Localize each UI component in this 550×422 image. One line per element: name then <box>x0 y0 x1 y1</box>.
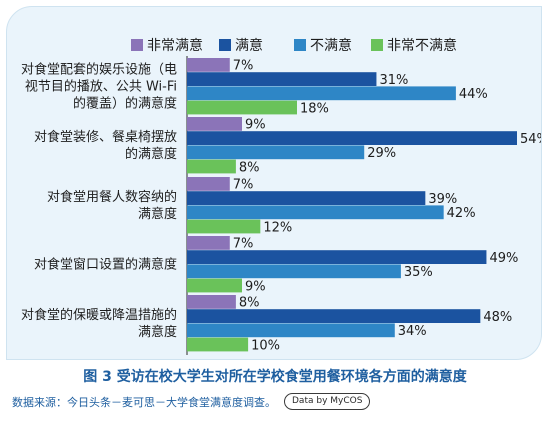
value-label-1-2: 31% <box>379 73 408 88</box>
bar-5-1 <box>187 295 236 309</box>
value-label-2-3: 29% <box>367 146 396 161</box>
bar-4-4 <box>187 278 242 293</box>
bar-2-1 <box>187 117 242 131</box>
value-label-5-2: 48% <box>483 310 512 325</box>
category-label-5-line-2: 满意度 <box>138 324 177 340</box>
value-label-3-1: 7% <box>233 178 254 193</box>
bar-3-1 <box>187 177 230 191</box>
figure-caption: 图 3 受访在校大学生对所在学校食堂用餐环境各方面的满意度 <box>83 369 467 385</box>
value-label-2-2: 54% <box>520 132 541 147</box>
bar-1-1 <box>187 58 230 72</box>
value-label-4-3: 35% <box>404 265 433 280</box>
value-label-3-2: 39% <box>428 192 457 207</box>
legend-swatch-1 <box>131 39 143 51</box>
legend-swatch-4 <box>371 39 383 51</box>
legend-swatch-3 <box>294 39 306 51</box>
value-label-4-2: 49% <box>489 251 518 266</box>
legend-label-1: 非常满意 <box>147 37 203 54</box>
bar-1-2 <box>187 72 377 86</box>
category-label-5-line-1: 对食堂的保暖或降温措施的 <box>21 307 177 323</box>
bar-3-2 <box>187 191 426 205</box>
bar-2-4 <box>187 159 236 174</box>
category-label-2-line-2: 的满意度 <box>125 146 177 162</box>
value-label-5-4: 10% <box>251 338 280 353</box>
bar-5-4 <box>187 337 249 352</box>
value-label-2-1: 9% <box>245 118 266 133</box>
source-note: 数据来源：今日头条－麦可思－大学食堂满意度调查。 <box>12 395 276 409</box>
legend-label-2: 满意 <box>235 37 263 54</box>
category-label-3-line-2: 满意度 <box>138 206 177 222</box>
value-label-4-4: 9% <box>245 279 266 294</box>
value-label-1-4: 18% <box>300 101 329 116</box>
legend-swatch-2 <box>219 39 231 51</box>
data-by-mycos-badge: Data by MyCOS <box>284 393 371 410</box>
value-label-4-1: 7% <box>233 237 254 252</box>
source-row: 数据来源：今日头条－麦可思－大学食堂满意度调查。 Data by MyCOS <box>12 393 371 410</box>
value-label-1-3: 44% <box>459 87 488 102</box>
bar-3-3 <box>187 205 444 220</box>
value-label-5-1: 8% <box>239 296 260 311</box>
bar-4-1 <box>187 236 230 250</box>
bar-5-2 <box>187 309 481 323</box>
bar-4-2 <box>187 250 487 264</box>
value-label-2-4: 8% <box>239 160 260 175</box>
category-label-2-line-1: 对食堂装修、餐桌椅摆放 <box>34 129 177 145</box>
category-label-4-line-1: 对食堂窗口设置的满意度 <box>34 256 177 272</box>
category-label-1-line-3: 的覆盖）的满意度 <box>73 95 177 111</box>
value-label-3-4: 12% <box>263 220 292 235</box>
category-label-1-line-1: 对食堂配套的娱乐设施（电 <box>21 61 177 77</box>
bar-3-4 <box>187 219 261 234</box>
bar-1-3 <box>187 86 456 101</box>
bar-2-3 <box>187 145 365 160</box>
legend-label-3: 不满意 <box>310 37 352 54</box>
value-label-3-3: 42% <box>447 206 476 221</box>
category-label-3-line-1: 对食堂用餐人数容纳的 <box>47 189 177 205</box>
bar-5-3 <box>187 323 395 338</box>
category-label-1-line-2: 视节目的播放、公共 Wi-Fi <box>25 78 177 94</box>
bar-4-3 <box>187 264 401 279</box>
value-label-1-1: 7% <box>233 59 254 74</box>
legend-label-4: 非常不满意 <box>387 37 457 54</box>
value-label-5-3: 34% <box>398 324 427 339</box>
bar-2-2 <box>187 131 517 145</box>
chart-frame: 非常满意 满意 不满意 非常不满意对食堂配套的娱乐设施（电 视节目的播放、公共 Wi-F… <box>6 6 542 360</box>
bar-1-4 <box>187 100 297 115</box>
